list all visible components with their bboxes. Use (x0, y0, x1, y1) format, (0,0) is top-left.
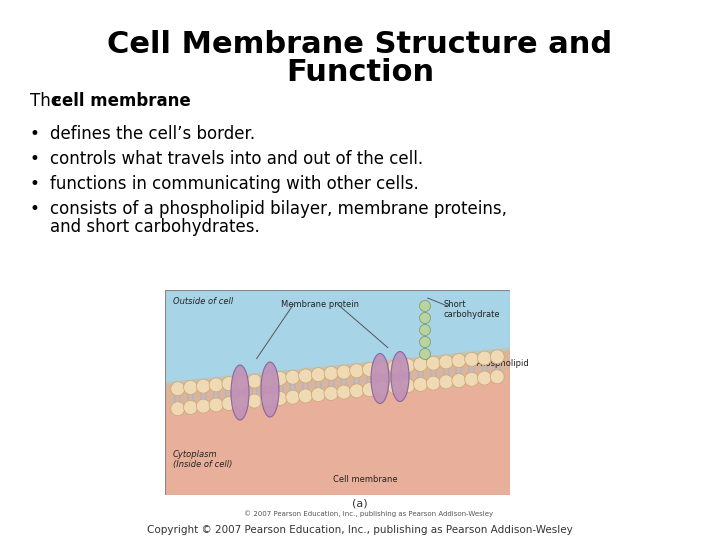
Text: and short carbohydrates.: and short carbohydrates. (50, 218, 260, 236)
Circle shape (311, 388, 325, 402)
Circle shape (235, 395, 248, 409)
Text: Cell membrane: Cell membrane (333, 475, 397, 484)
Circle shape (299, 369, 312, 383)
Circle shape (286, 370, 300, 384)
Circle shape (324, 387, 338, 400)
Text: Cytoplasm
(Inside of cell): Cytoplasm (Inside of cell) (173, 450, 233, 469)
Circle shape (222, 396, 236, 410)
Circle shape (439, 375, 453, 389)
Circle shape (413, 357, 428, 372)
Circle shape (209, 378, 223, 392)
Text: functions in communicating with other cells.: functions in communicating with other ce… (50, 175, 419, 193)
Circle shape (350, 364, 364, 378)
Circle shape (209, 398, 223, 412)
Circle shape (439, 355, 453, 369)
Circle shape (222, 376, 236, 390)
Text: cell membrane: cell membrane (52, 92, 191, 110)
Circle shape (413, 377, 428, 392)
Text: Short
carbohydrate: Short carbohydrate (443, 300, 500, 319)
Circle shape (490, 350, 504, 364)
Circle shape (375, 361, 390, 375)
Circle shape (420, 300, 431, 312)
Text: •: • (30, 125, 40, 143)
Text: •: • (30, 150, 40, 168)
Circle shape (171, 382, 185, 396)
Text: defines the cell’s border.: defines the cell’s border. (50, 125, 255, 143)
Circle shape (401, 359, 415, 373)
Ellipse shape (261, 362, 279, 417)
Circle shape (420, 325, 431, 335)
Polygon shape (165, 350, 510, 495)
Text: consists of a phospholipid bilayer, membrane proteins,: consists of a phospholipid bilayer, memb… (50, 200, 507, 218)
Circle shape (452, 354, 466, 368)
Circle shape (248, 374, 261, 388)
Circle shape (464, 373, 479, 386)
Circle shape (171, 402, 185, 416)
Circle shape (235, 375, 248, 389)
Text: Copyright © 2007 Pearson Education, Inc., publishing as Pearson Addison-Wesley: Copyright © 2007 Pearson Education, Inc.… (147, 525, 573, 535)
Circle shape (420, 336, 431, 348)
Circle shape (184, 381, 197, 394)
Text: (a): (a) (352, 498, 368, 508)
Circle shape (273, 372, 287, 386)
Circle shape (197, 379, 210, 393)
Text: The: The (30, 92, 66, 110)
Circle shape (299, 389, 312, 403)
Circle shape (477, 351, 492, 365)
Circle shape (197, 399, 210, 413)
Circle shape (420, 313, 431, 323)
Circle shape (464, 352, 479, 366)
Text: Cell Membrane Structure and: Cell Membrane Structure and (107, 30, 613, 59)
Circle shape (477, 371, 492, 385)
Circle shape (375, 381, 390, 395)
Text: Function: Function (286, 58, 434, 87)
Circle shape (337, 385, 351, 399)
Ellipse shape (371, 354, 389, 403)
Ellipse shape (231, 365, 249, 420)
Text: •: • (30, 200, 40, 218)
Circle shape (324, 366, 338, 380)
Ellipse shape (391, 352, 409, 402)
Circle shape (490, 370, 504, 384)
Text: •: • (30, 175, 40, 193)
Text: Membrane protein: Membrane protein (281, 300, 359, 309)
Circle shape (426, 356, 441, 370)
Circle shape (420, 348, 431, 360)
Circle shape (401, 379, 415, 393)
Circle shape (337, 365, 351, 379)
Circle shape (248, 394, 261, 408)
Circle shape (452, 374, 466, 388)
Circle shape (362, 382, 377, 396)
Circle shape (388, 380, 402, 394)
Text: Phospholipid: Phospholipid (475, 360, 528, 368)
Circle shape (388, 360, 402, 374)
Polygon shape (165, 348, 510, 405)
Circle shape (426, 376, 441, 390)
Circle shape (273, 392, 287, 406)
Circle shape (286, 390, 300, 404)
Text: controls what travels into and out of the cell.: controls what travels into and out of th… (50, 150, 423, 168)
Circle shape (311, 368, 325, 382)
Circle shape (350, 384, 364, 398)
Text: Outside of cell: Outside of cell (173, 297, 233, 306)
Text: © 2007 Pearson Education, Inc., publishing as Pearson Addison-Wesley: © 2007 Pearson Education, Inc., publishi… (226, 510, 494, 517)
Circle shape (184, 401, 197, 414)
Circle shape (260, 373, 274, 387)
Circle shape (362, 362, 377, 376)
Circle shape (260, 393, 274, 407)
